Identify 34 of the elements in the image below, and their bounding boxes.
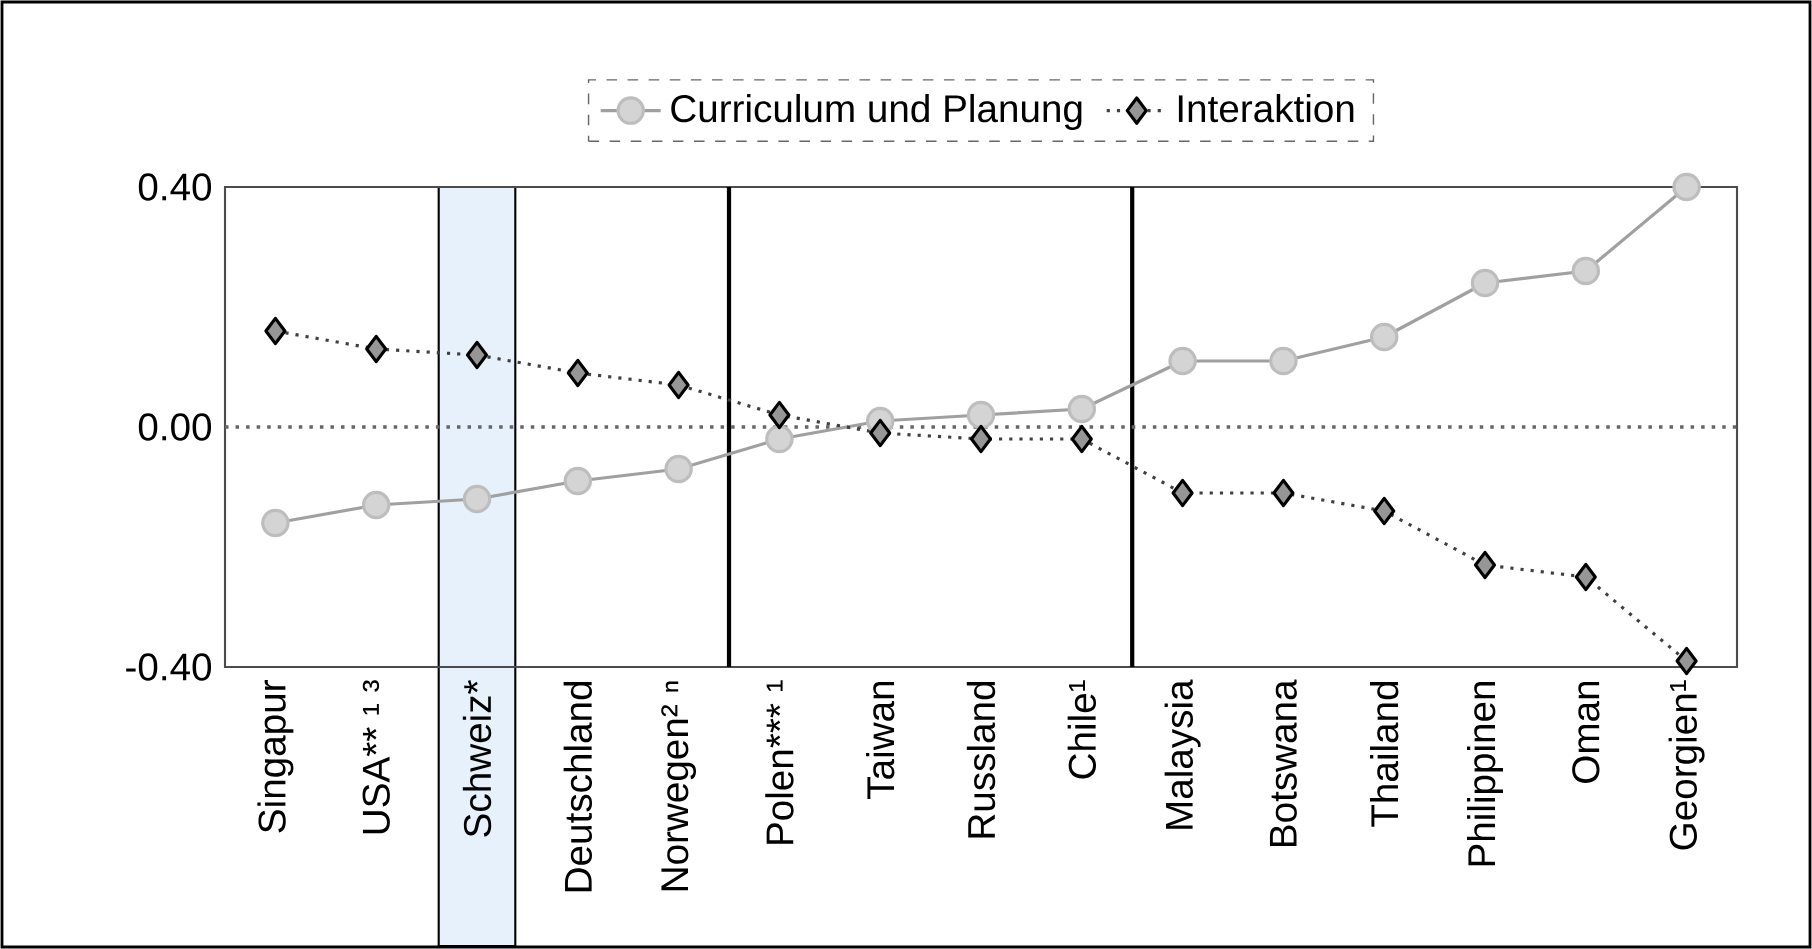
x-tick-label: Polen*** ¹ — [765, 680, 794, 844]
x-tick-label: Norwegen² ⁿ — [661, 681, 696, 891]
x-tick-label: Singapur — [257, 680, 294, 833]
point — [664, 454, 693, 484]
point — [765, 424, 794, 454]
x-tick-label: Malaysia — [1164, 679, 1201, 829]
x-tick-label: Deutschland — [563, 681, 593, 892]
point — [966, 400, 996, 430]
x-tick-label: Taiwan — [866, 681, 895, 799]
x-tick-label: Thailand — [1370, 681, 1399, 827]
point — [261, 508, 290, 538]
point — [1672, 172, 1701, 202]
y-tick-label: 0.00 — [138, 413, 212, 441]
x-tick-label: Botswana — [1269, 679, 1297, 846]
point — [361, 490, 391, 520]
point — [1269, 346, 1298, 376]
x-tick-label: Georgien¹ — [1668, 680, 1705, 850]
point — [1571, 256, 1601, 286]
x-tick-label: Philippinen — [1467, 682, 1503, 866]
point — [1067, 394, 1097, 424]
y-tick-label: 0.40 — [138, 173, 212, 201]
legend-label: Curriculum und Planung — [671, 93, 1082, 130]
x-tick-label: Oman — [1572, 681, 1600, 783]
x-tick-label: USA** ¹ ³ — [362, 680, 390, 834]
x-tick-label: Schweiz* — [462, 680, 492, 837]
legend-label: Interaktion — [1178, 93, 1354, 123]
point — [462, 484, 492, 514]
x-tick-label: Chile¹ — [1067, 680, 1097, 779]
x-tick-label: Russland — [966, 681, 996, 838]
point — [1369, 322, 1399, 352]
point — [563, 466, 593, 496]
point — [1168, 346, 1197, 376]
point — [1470, 268, 1500, 298]
y-tick-label: -0.40 — [126, 653, 212, 681]
